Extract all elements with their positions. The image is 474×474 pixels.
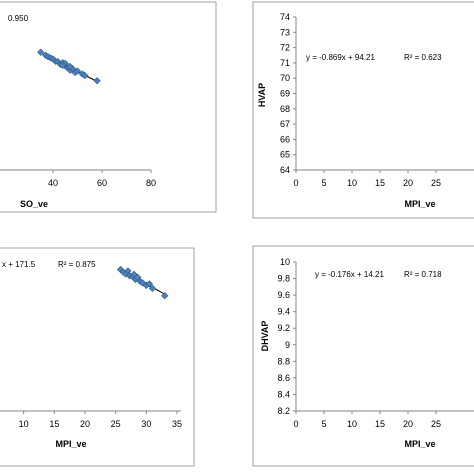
panel-3-frame [0, 247, 195, 467]
data-point [145, 280, 154, 288]
panel-4-r2: R² = 0.718 [404, 270, 442, 279]
y-tick-label: 9.2 [277, 323, 290, 333]
panel-1-frame [0, 1, 217, 213]
x-tick-label: 20 [403, 178, 413, 188]
y-tick-label: 9.6 [277, 290, 290, 300]
y-tick-label: 66 [280, 134, 290, 144]
panel-2: 0 5 10 15 20 25 64 65 66 67 68 69 70 71 72 73 74 y = -0.… [252, 1, 474, 219]
y-tick-label: 74 [280, 12, 290, 22]
panel-1-annotation: 0.950 [8, 14, 29, 23]
panel-4: 0 5 10 15 20 25 8.2 8.4 8.6 8.8 9 9.2 9.4 9.6 9.8 10 y … [252, 245, 474, 467]
y-tick-label: 9.8 [277, 274, 290, 284]
panel-2-r2: R² = 0.623 [404, 53, 442, 62]
panel-2-x-axis-title: MPI_ve [404, 199, 435, 209]
x-tick-label: 30 [141, 419, 151, 429]
x-tick-label: 0 [293, 419, 298, 429]
panel-4-frame [252, 245, 474, 467]
panel-2-y-axis-title: HVAP [257, 83, 267, 107]
data-point [148, 284, 157, 292]
panel-1-x-axis-title: SO_ve [20, 199, 48, 209]
panel-2-equation: y = -0.869x + 94.21 [306, 53, 375, 62]
y-tick-label: 8.8 [277, 356, 290, 366]
x-tick-label: 0 [293, 178, 298, 188]
x-tick-label: 25 [111, 419, 121, 429]
panel-2-frame [252, 1, 474, 219]
y-tick-label: 64 [280, 165, 290, 175]
data-point [73, 67, 82, 75]
x-tick-label: 80 [146, 178, 156, 188]
panel-3: 10 15 20 25 30 35 x + 171.5 R² = 0.875 MPI_ve [0, 247, 195, 467]
x-tick-label: 15 [375, 178, 385, 188]
x-tick-label: 20 [80, 419, 90, 429]
y-tick-label: 71 [280, 58, 290, 68]
y-tick-label: 8.6 [277, 373, 290, 383]
y-tick-label: 8.2 [277, 406, 290, 416]
y-tick-label: 67 [280, 119, 290, 129]
x-tick-label: 10 [347, 419, 357, 429]
panel-3-r2: R² = 0.875 [58, 260, 96, 269]
y-tick-label: 8.4 [277, 389, 290, 399]
x-tick-label: 10 [19, 419, 29, 429]
data-point [161, 292, 169, 300]
data-point [37, 48, 45, 56]
x-tick-label: 15 [49, 419, 59, 429]
data-point [66, 62, 74, 71]
panel-4-x-axis-title: MPI_ve [404, 439, 435, 449]
panel-4-equation: y = -0.176x + 14.21 [315, 270, 384, 279]
x-tick-label: 60 [97, 178, 107, 188]
data-point [130, 270, 138, 279]
data-point [81, 71, 89, 80]
y-tick-label: 65 [280, 150, 290, 160]
y-tick-label: 73 [280, 27, 290, 37]
x-tick-label: 20 [403, 419, 413, 429]
y-tick-label: 68 [280, 104, 290, 114]
panel-3-x-axis-title: MPI_ve [55, 439, 86, 449]
x-tick-label: 35 [172, 419, 182, 429]
data-point [93, 77, 101, 85]
x-tick-label: 5 [321, 419, 326, 429]
y-tick-label: 9 [285, 340, 290, 350]
panel-3-equation: x + 171.5 [2, 260, 36, 269]
x-tick-label: 25 [431, 178, 441, 188]
y-tick-label: 10 [280, 257, 290, 267]
x-tick-label: 15 [375, 419, 385, 429]
panel-4-y-axis-title: DHVAP [260, 321, 270, 352]
x-tick-label: 10 [347, 178, 357, 188]
data-point [59, 61, 67, 69]
y-tick-label: 69 [280, 89, 290, 99]
y-tick-label: 70 [280, 73, 290, 83]
x-tick-label: 40 [48, 178, 58, 188]
x-tick-label: 25 [431, 419, 441, 429]
panel-1: 40 60 80 0.950 SO_ve [0, 1, 217, 213]
y-tick-label: 9.4 [277, 307, 290, 317]
x-tick-label: 5 [321, 178, 326, 188]
y-tick-label: 72 [280, 43, 290, 53]
